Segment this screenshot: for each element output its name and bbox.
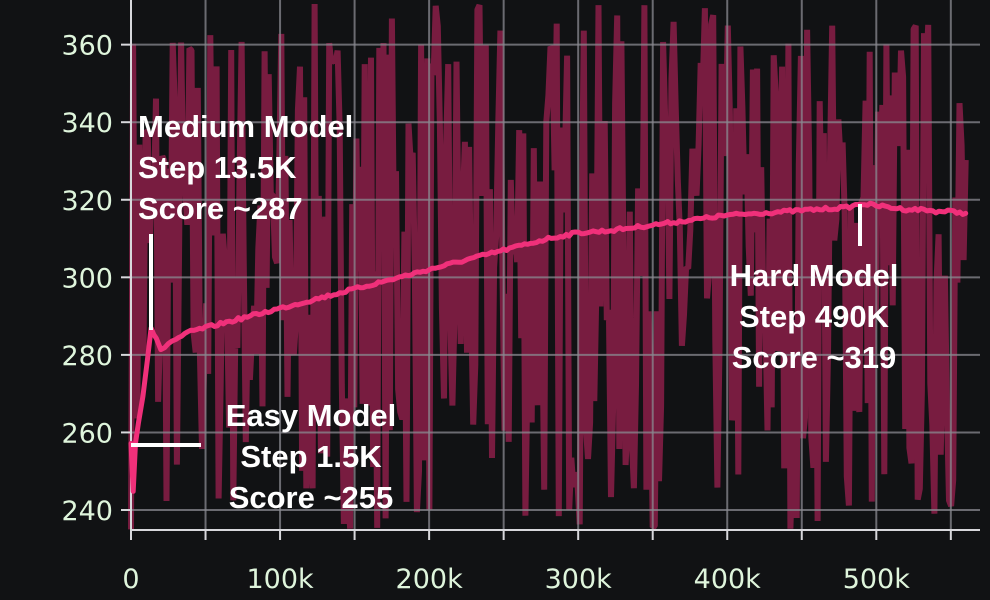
x-tick-label: 0: [122, 564, 139, 595]
annotation-text: Medium Model: [138, 109, 353, 144]
x-tick-label: 100k: [246, 564, 314, 595]
grid-lines: [130, 0, 980, 530]
annotation-text: Score ~255: [229, 480, 394, 515]
x-tick-label: 500k: [843, 564, 911, 595]
y-tick-label: 300: [61, 263, 113, 294]
y-tick-label: 320: [61, 186, 113, 217]
annotation-text: Step 13.5K: [138, 150, 297, 185]
annotation-text: Score ~287: [138, 191, 303, 226]
annotation-text: Easy Model: [226, 398, 397, 433]
x-tick-label: 200k: [396, 564, 464, 595]
axes: 240 260 280 300 320 340 360 0 100k 200k 300k 400k 50…: [61, 0, 980, 595]
annotation-text: Hard Model: [730, 258, 899, 293]
smoothed-score-series: [128, 200, 969, 494]
annotation-text: Step 490K: [739, 299, 890, 334]
raw-score-traces: [128, 3, 969, 530]
annotation-text: Step 1.5K: [240, 439, 382, 474]
raw-score-trace: [128, 3, 969, 530]
y-tick-label: 240: [61, 496, 113, 527]
smoothed-score-line: [128, 200, 969, 494]
y-tick-label: 340: [61, 108, 113, 139]
x-tick-label: 400k: [694, 564, 762, 595]
y-tick-label: 260: [61, 418, 113, 449]
y-tick-label: 360: [61, 31, 113, 62]
annotation-text: Score ~319: [732, 340, 897, 375]
y-tick-label: 280: [61, 341, 113, 372]
x-tick-label: 300k: [545, 564, 613, 595]
annotations: Medium Model Step 13.5K Score ~287 Hard Mod…: [131, 109, 898, 515]
